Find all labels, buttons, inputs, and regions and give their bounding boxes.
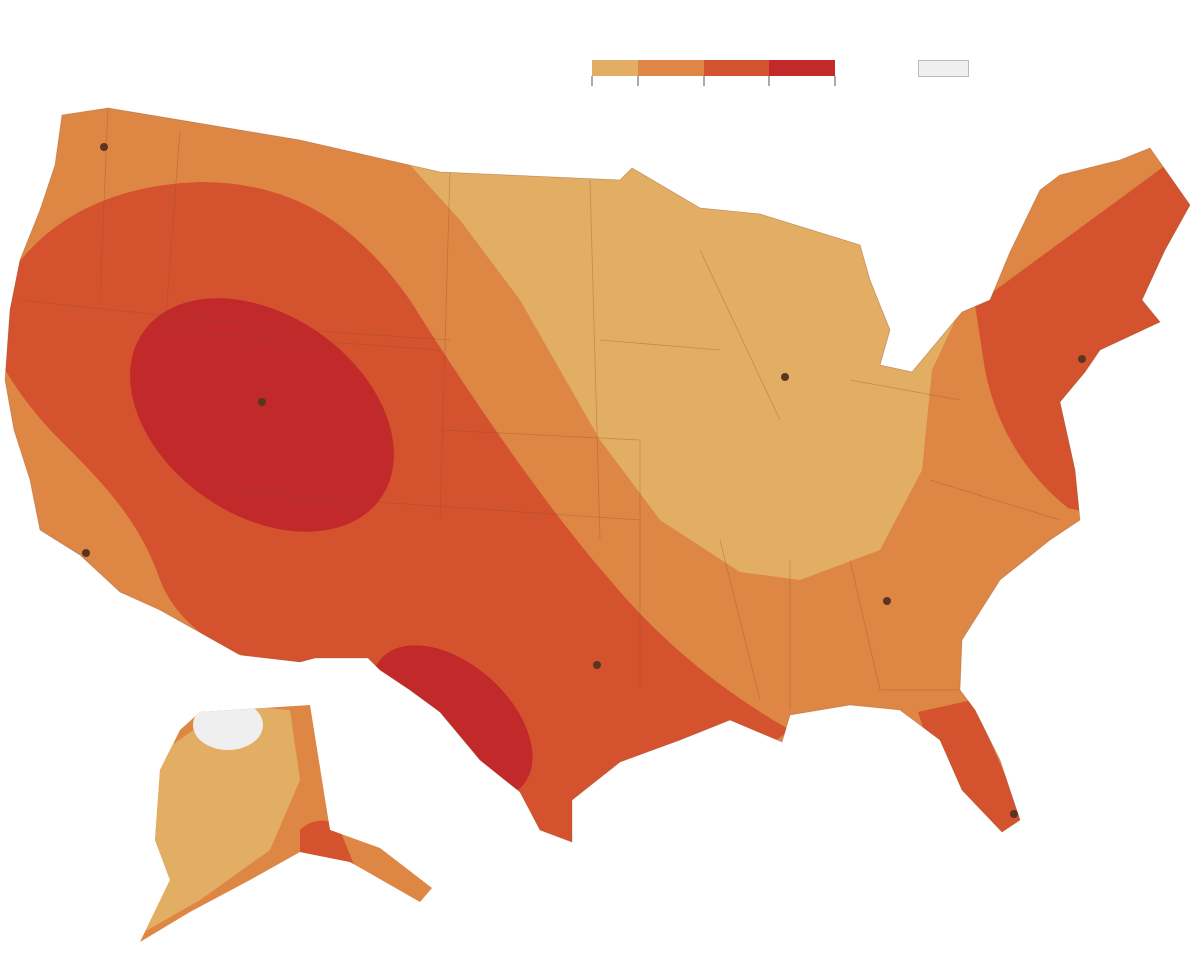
city [100,143,108,151]
zone [193,700,263,750]
zone [918,700,1025,845]
city [593,661,601,669]
cities [82,143,1086,818]
legend-swatch [769,60,835,76]
zone [130,705,300,940]
state-borders [4,107,1190,843]
legend-no-data [918,60,969,77]
zone [410,150,960,580]
city [258,398,266,406]
legend-swatch [592,60,638,76]
legend [591,60,969,86]
city [1078,355,1086,363]
legend-swatch [704,60,769,76]
borders [19,107,1061,710]
city [1010,810,1018,818]
zone [130,298,394,532]
city [82,549,90,557]
legend-swatch [638,60,704,76]
city [883,597,891,605]
city [781,373,789,381]
